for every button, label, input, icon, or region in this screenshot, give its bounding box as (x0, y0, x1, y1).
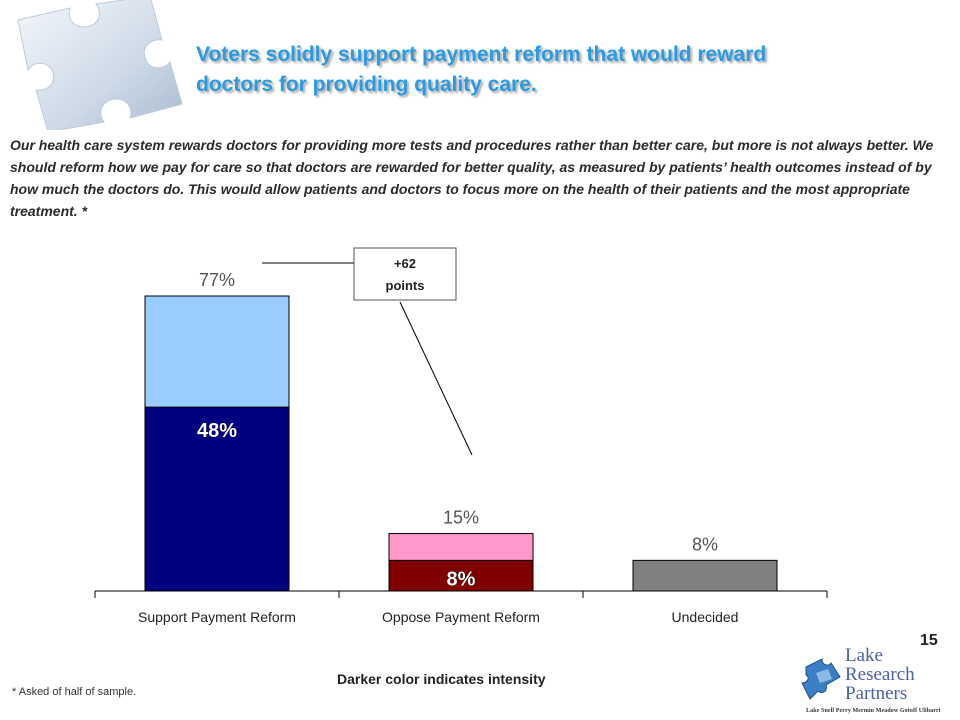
puzzle-piece-icon (17, 0, 183, 130)
bar-support-intense (144, 406, 290, 592)
label-support-intense: 48% (197, 420, 237, 442)
footnote: * Asked of half of sample. (12, 686, 137, 698)
bar-oppose-intense (388, 559, 534, 592)
logo-line-2: Research (845, 664, 915, 685)
page-number: 15 (920, 632, 938, 649)
category-label-support: Support Payment Reform (138, 609, 296, 625)
title-line-1: Voters solidly support payment reform th… (196, 43, 767, 66)
label-oppose-total: 15% (443, 508, 479, 528)
question-text: Our health care system rewards doctors f… (10, 137, 934, 219)
logo-line-3: Partners (845, 683, 908, 704)
logo-partner-names: Lake Snell Perry Mermin Meadow Gotoff Ul… (806, 708, 941, 714)
callout-value: +62 (394, 256, 416, 271)
logo-line-1: Lake (845, 645, 883, 666)
callout-unit: points (386, 278, 425, 293)
slide-title: Voters solidly support payment reform th… (196, 40, 936, 100)
difference-callout: +62 points (262, 247, 473, 456)
category-label-oppose: Oppose Payment Reform (382, 609, 540, 625)
category-label-undecided: Undecided (672, 609, 739, 625)
label-support-total: 77% (199, 270, 235, 290)
lake-research-logo-icon (801, 658, 841, 700)
intensity-note: Darker color indicates intensity (337, 671, 546, 687)
bar-undecided-total (632, 559, 778, 592)
label-undecided-total: 8% (692, 534, 718, 554)
label-oppose-intense: 8% (447, 568, 476, 590)
title-line-2: doctors for providing quality care. (196, 73, 537, 96)
